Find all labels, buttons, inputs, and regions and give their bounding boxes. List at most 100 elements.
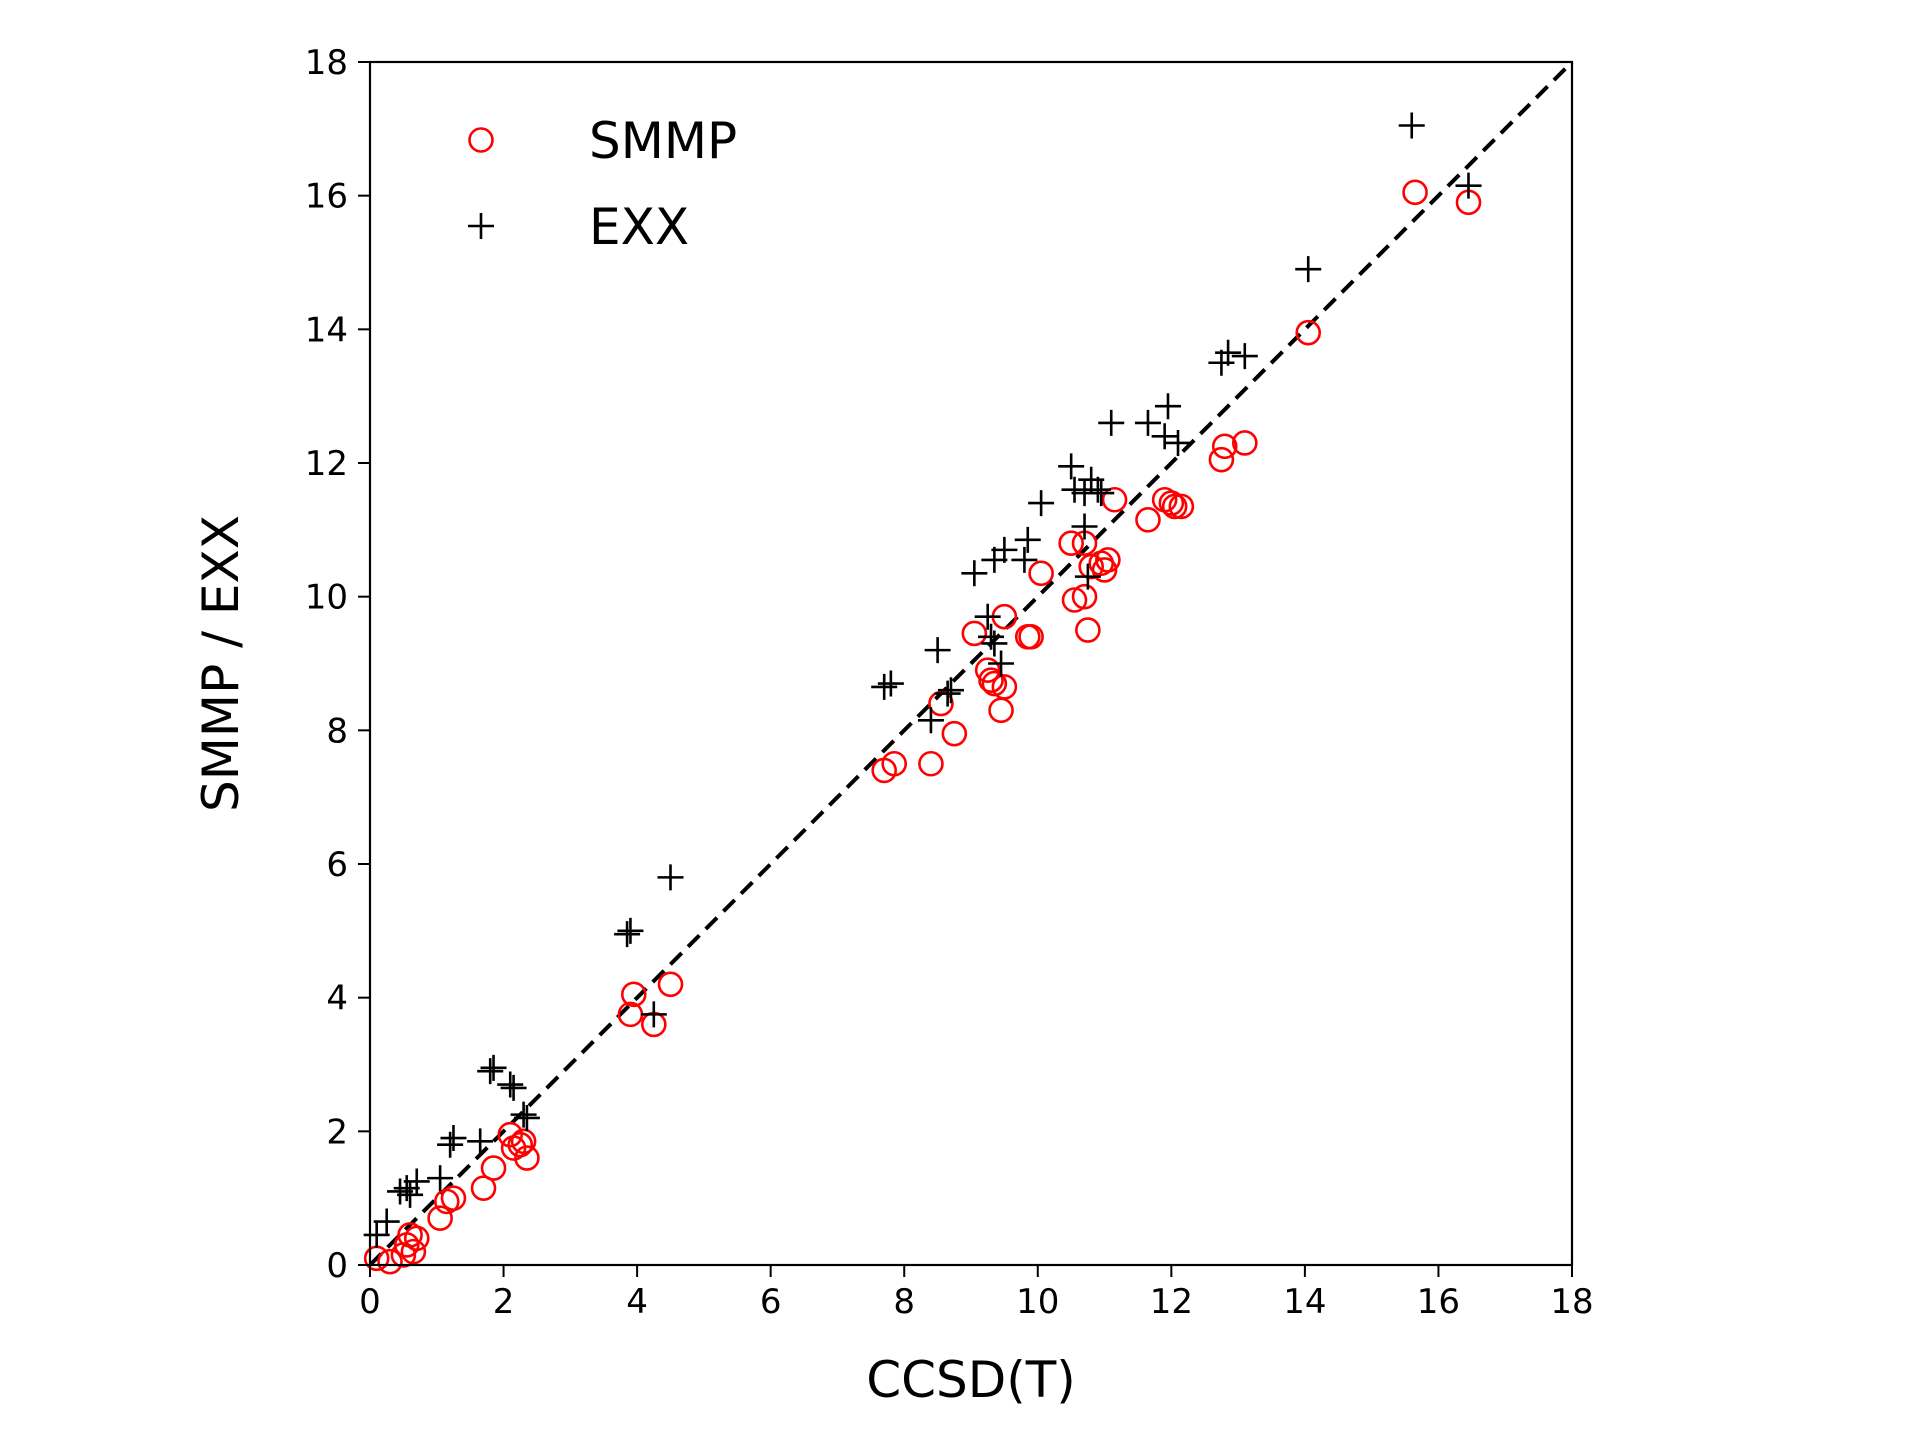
smmp-point xyxy=(1071,583,1098,610)
exx-point xyxy=(978,623,1005,650)
smmp-point xyxy=(507,1131,534,1158)
exx-point xyxy=(1154,393,1181,420)
smmp-point xyxy=(1078,553,1104,580)
exx-point xyxy=(981,546,1008,573)
exx-point xyxy=(363,1221,390,1248)
legend: SMMP EXX xyxy=(468,112,737,256)
smmp-point xyxy=(1158,490,1185,516)
exx-point xyxy=(480,1054,507,1081)
smmp-point xyxy=(881,750,908,777)
x-tick-label: 2 xyxy=(493,1282,515,1322)
smmp-point xyxy=(403,1225,430,1252)
smmp-point xyxy=(1231,430,1258,456)
plot-frame xyxy=(368,60,1574,1267)
exx-point xyxy=(1074,563,1101,590)
smmp-point xyxy=(1091,557,1118,583)
exx-point xyxy=(1455,172,1482,199)
smmp-point xyxy=(928,690,954,717)
smmp-point xyxy=(497,1121,524,1148)
smmp-point xyxy=(974,657,1001,683)
smmp-point xyxy=(1075,617,1101,643)
data-points-layer xyxy=(363,112,1482,1275)
exx-point xyxy=(988,650,1015,677)
exx-point xyxy=(403,1168,430,1195)
y-tick-label: 16 xyxy=(305,177,348,217)
smmp-point xyxy=(1018,623,1044,650)
exx-point xyxy=(1134,409,1161,436)
smmp-point xyxy=(480,1155,507,1181)
x-tick-label: 8 xyxy=(893,1282,915,1322)
smmp-point xyxy=(988,697,1014,724)
exx-point xyxy=(1295,256,1322,283)
exx-point xyxy=(917,707,944,734)
exx-point xyxy=(477,1058,504,1085)
smmp-point xyxy=(918,750,944,777)
smmp-point xyxy=(510,1128,537,1155)
exx-point xyxy=(924,637,951,664)
smmp-point xyxy=(514,1145,540,1171)
exx-point xyxy=(467,1128,494,1155)
y-tick-label: 12 xyxy=(305,444,348,484)
x-tick-label: 10 xyxy=(1016,1282,1059,1322)
exx-point xyxy=(657,864,684,891)
x-tick-label: 4 xyxy=(626,1282,648,1322)
y-tick-label: 4 xyxy=(326,979,348,1019)
exx-point xyxy=(510,1101,537,1128)
exx-point xyxy=(1084,476,1111,503)
smmp-point xyxy=(1402,179,1428,206)
smmp-point xyxy=(1058,530,1084,557)
reference-line-layer xyxy=(368,60,1574,1267)
legend-label-smmp: SMMP xyxy=(589,112,737,170)
legend-label-exx: EXX xyxy=(589,198,689,256)
exx-point xyxy=(1165,429,1192,456)
smmp-point xyxy=(978,667,1004,694)
smmp-point xyxy=(1295,319,1322,346)
y-tick-label: 2 xyxy=(326,1112,348,1152)
exx-point xyxy=(393,1175,420,1202)
exx-point xyxy=(440,1125,467,1152)
smmp-point xyxy=(961,620,988,647)
x-tick-label: 0 xyxy=(359,1282,381,1322)
exx-point xyxy=(961,560,988,587)
exx-point xyxy=(937,677,964,704)
x-axis-label: CCSD(T) xyxy=(866,1351,1076,1409)
smmp-point xyxy=(377,1248,403,1275)
exx-point xyxy=(1014,526,1041,553)
x-tick-label: 12 xyxy=(1150,1282,1193,1322)
exx-point xyxy=(373,1208,400,1235)
legend-marker-smmp xyxy=(468,127,494,153)
exx-point xyxy=(1061,476,1088,503)
smmp-point xyxy=(981,670,1008,697)
smmp-point xyxy=(620,981,647,1008)
exx-point xyxy=(1151,423,1178,450)
exx-point xyxy=(877,670,904,697)
y-tick-label: 8 xyxy=(326,711,348,751)
exx-point xyxy=(1098,409,1125,436)
axis-ticks-layer: 0 2 4 6 8 10 12 14 16 18 0 2 4 6 8 10 12 14 16 18 xyxy=(305,43,1594,1322)
exx-point xyxy=(981,630,1008,657)
exx-point xyxy=(1208,349,1235,376)
smmp-point xyxy=(1208,446,1235,473)
exx-point xyxy=(991,536,1018,563)
y-tick-label: 14 xyxy=(305,310,348,350)
y-tick-label: 10 xyxy=(305,578,348,618)
smmp-point xyxy=(941,720,968,747)
exx-point xyxy=(1398,112,1425,139)
smmp-point xyxy=(657,971,684,998)
exx-point xyxy=(387,1178,414,1205)
exx-point xyxy=(427,1165,454,1192)
y-tick-label: 0 xyxy=(326,1246,348,1286)
smmp-point xyxy=(1061,587,1088,613)
exx-point xyxy=(497,1071,524,1098)
smmp-point xyxy=(1028,560,1054,587)
exx-point xyxy=(934,680,961,707)
x-tick-label: 16 xyxy=(1417,1282,1460,1322)
exx-point xyxy=(1028,490,1055,517)
y-axis-label: SMMP / EXX xyxy=(192,515,250,812)
smmp-point xyxy=(427,1205,453,1232)
exx-point xyxy=(437,1131,464,1158)
smmp-point xyxy=(1101,486,1128,513)
smmp-point xyxy=(1135,507,1161,533)
x-tick-label: 6 xyxy=(760,1282,782,1322)
